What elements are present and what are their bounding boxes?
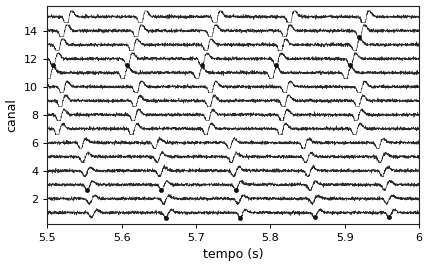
X-axis label: tempo (s): tempo (s) (203, 249, 263, 261)
Y-axis label: canal: canal (6, 98, 18, 132)
